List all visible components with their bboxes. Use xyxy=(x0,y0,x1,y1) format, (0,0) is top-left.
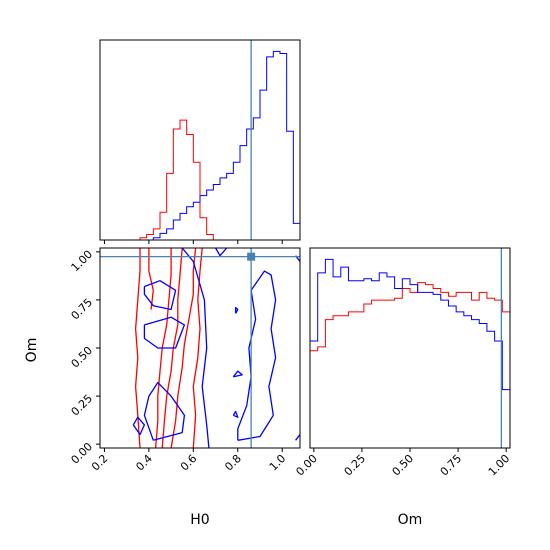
y-axis-label-om: Om xyxy=(24,338,40,363)
om-tick-label: 0.50 xyxy=(69,344,96,371)
contour-blue xyxy=(295,434,301,441)
om-tick-label: 0.75 xyxy=(69,296,96,323)
h0-tick-label: 0.6 xyxy=(178,452,200,474)
om-x-tick-label: 0.00 xyxy=(293,452,320,479)
om-histogram-red xyxy=(309,282,511,448)
om-tick-label: 1.00 xyxy=(69,248,96,275)
contour-blue xyxy=(143,316,186,349)
joint-contour-panel: 0.2 0.4 0.6 0.8 1.0 0.000.250.500.751.00 xyxy=(69,247,301,474)
h0-histogram-frame xyxy=(99,39,301,241)
contour-red xyxy=(148,248,154,310)
contour-blue xyxy=(232,370,243,378)
contour-red xyxy=(192,247,203,449)
contour-blue xyxy=(232,410,239,418)
contour-red xyxy=(134,248,141,449)
h0-tick-label: 0.2 xyxy=(89,452,111,474)
x-axis-label-h0: H0 xyxy=(190,512,209,528)
om-x-tick-label: 0.25 xyxy=(342,452,369,479)
truth-marker xyxy=(247,252,256,261)
contour-blue xyxy=(143,381,186,441)
contour-blue xyxy=(215,247,228,257)
om-x-tick-label: 1.00 xyxy=(486,452,513,479)
h0-histogram-blue xyxy=(100,50,301,241)
om-histogram-panel: 0.00 0.25 0.50 0.75 1.00 xyxy=(293,247,513,479)
om-x-tick-label: 0.75 xyxy=(438,452,465,479)
om-tick-label: 0.25 xyxy=(69,392,96,419)
h0-tick-label: 0.4 xyxy=(133,452,155,474)
contour-blue xyxy=(143,280,177,311)
contour-red xyxy=(170,247,197,449)
om-histogram-blue xyxy=(309,258,511,448)
om-histogram-frame xyxy=(309,247,511,449)
contour-blue xyxy=(237,270,277,441)
h0-tick-label: 0.8 xyxy=(222,452,244,474)
x-axis-label-om: Om xyxy=(398,512,423,528)
contour-blue xyxy=(234,306,239,314)
om-x-tick-label: 0.50 xyxy=(390,452,417,479)
h0-histogram-panel xyxy=(99,39,301,244)
contour-blue xyxy=(132,416,146,436)
h0-tick-label: 1.0 xyxy=(267,452,289,474)
contour-blue xyxy=(181,247,210,449)
h0-histogram-red xyxy=(100,119,300,241)
